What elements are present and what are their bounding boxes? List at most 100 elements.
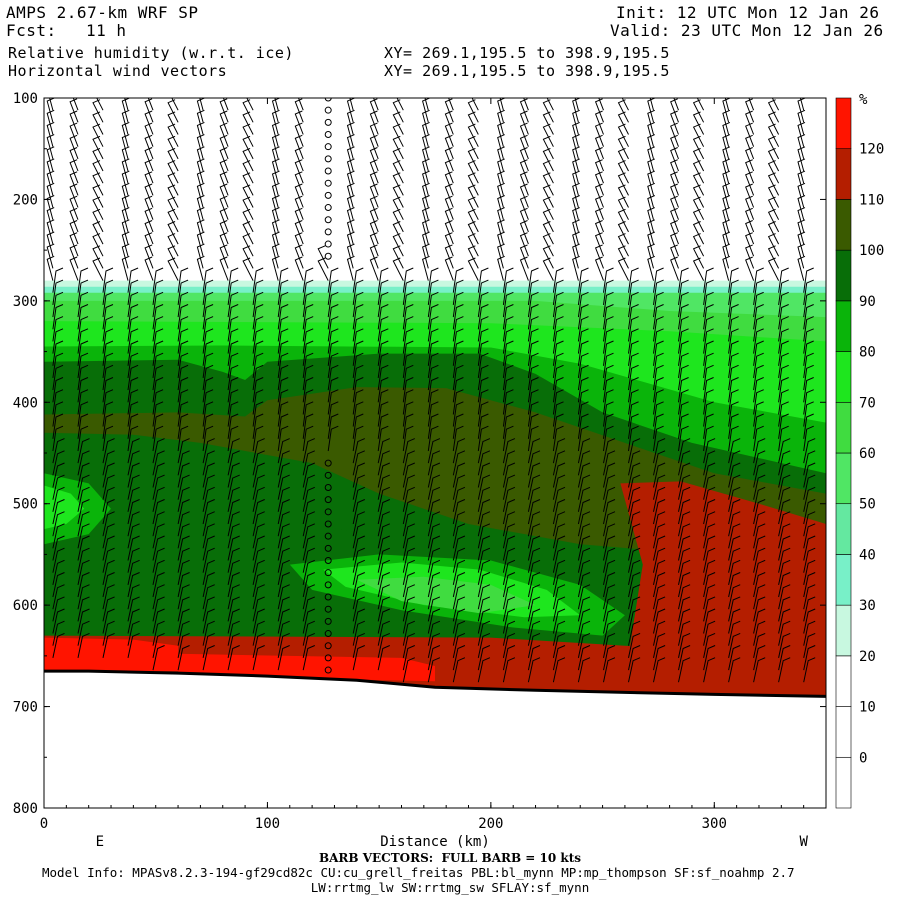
wind-barb [572,170,580,196]
wind-barb [724,98,730,111]
wind-barb [102,328,114,354]
wind-barb [377,511,390,537]
wind-barb [352,328,364,354]
wind-barb [102,304,114,330]
wind-barb [497,182,505,208]
wind-barb [227,523,240,549]
wind-barb [577,98,579,99]
wind-barb [803,438,816,464]
wind-barb [177,401,189,427]
wind-barb [552,425,564,452]
wind-barb [542,221,554,245]
wind-barb [52,474,65,500]
wind-barb [452,340,464,366]
colorbar-label: 30 [859,598,876,614]
wind-barb [653,316,664,342]
wind-barb [377,584,390,610]
wind-barb [803,377,814,403]
wind-barb [377,547,390,573]
wind-barb [728,328,739,354]
wind-barb [277,450,290,476]
wind-barb [102,377,114,403]
wind-barb [692,99,705,123]
wind-barb [219,244,229,269]
wind-barb [49,98,54,111]
wind-barb [722,255,731,281]
wind-barb [797,158,806,184]
wind-barb [252,98,254,99]
wind-barb [302,425,314,452]
wind-barb [121,146,130,172]
wind-barb [219,171,229,196]
wind-barb [127,279,139,305]
wind-barb [69,171,79,196]
wind-barb [202,364,214,391]
wind-barb [302,377,314,403]
calm-wind-circle [324,98,332,102]
wind-barb [753,401,764,427]
wind-barb [377,499,390,525]
wind-barb [152,535,165,561]
wind-barb [497,170,505,196]
wind-barb [703,316,714,342]
wind-barb [127,559,140,586]
wind-barb [127,316,139,342]
wind-barb [778,499,791,525]
wind-barb [477,523,491,549]
barb-column [167,98,190,671]
wind-barb [703,389,714,415]
wind-barb [797,195,806,220]
wind-barb [797,121,806,147]
wind-barb [572,207,580,233]
wind-barb [152,632,165,659]
wind-barb [277,632,290,659]
barb-column [467,98,491,683]
wind-barb [92,135,104,160]
wind-barb [552,462,566,488]
wind-barb [728,340,739,366]
wind-barb [502,328,514,354]
wind-barb [728,632,741,659]
wind-barb [427,462,441,488]
wind-barb [152,438,165,464]
wind-barb [277,267,289,293]
wind-barb [202,559,215,586]
wind-barb [477,596,491,622]
wind-barb [653,450,666,476]
wind-barb [728,547,741,573]
wind-barb [271,121,280,147]
wind-barb [617,221,629,245]
wind-barb [803,389,814,415]
wind-barb [392,99,404,123]
wind-barb [778,572,791,598]
wind-barb [502,425,514,452]
wind-barb [799,98,805,111]
wind-barb [377,352,389,378]
x-end-label-left: E [96,834,104,850]
wind-barb [202,291,214,318]
wind-barb [422,158,430,184]
wind-barb [227,486,240,512]
wind-barb [77,377,89,403]
wind-barb [427,657,441,683]
wind-barb [552,547,566,573]
wind-barb [467,245,479,269]
wind-barb [277,304,289,330]
wind-barb [127,450,140,476]
wind-barb [352,559,365,586]
wind-barb [377,572,390,598]
wind-barb [302,499,315,525]
wind-barb [692,245,705,269]
wind-barb [603,438,616,464]
wind-barb [703,413,714,439]
wind-barb [594,195,604,220]
wind-barb [502,389,514,415]
wind-barb [647,109,655,135]
wind-barb [778,340,789,366]
wind-barb [427,535,441,561]
wind-barb [77,608,90,634]
wind-barb [497,109,505,135]
wind-barb [252,389,264,415]
wind-barb [422,98,430,123]
